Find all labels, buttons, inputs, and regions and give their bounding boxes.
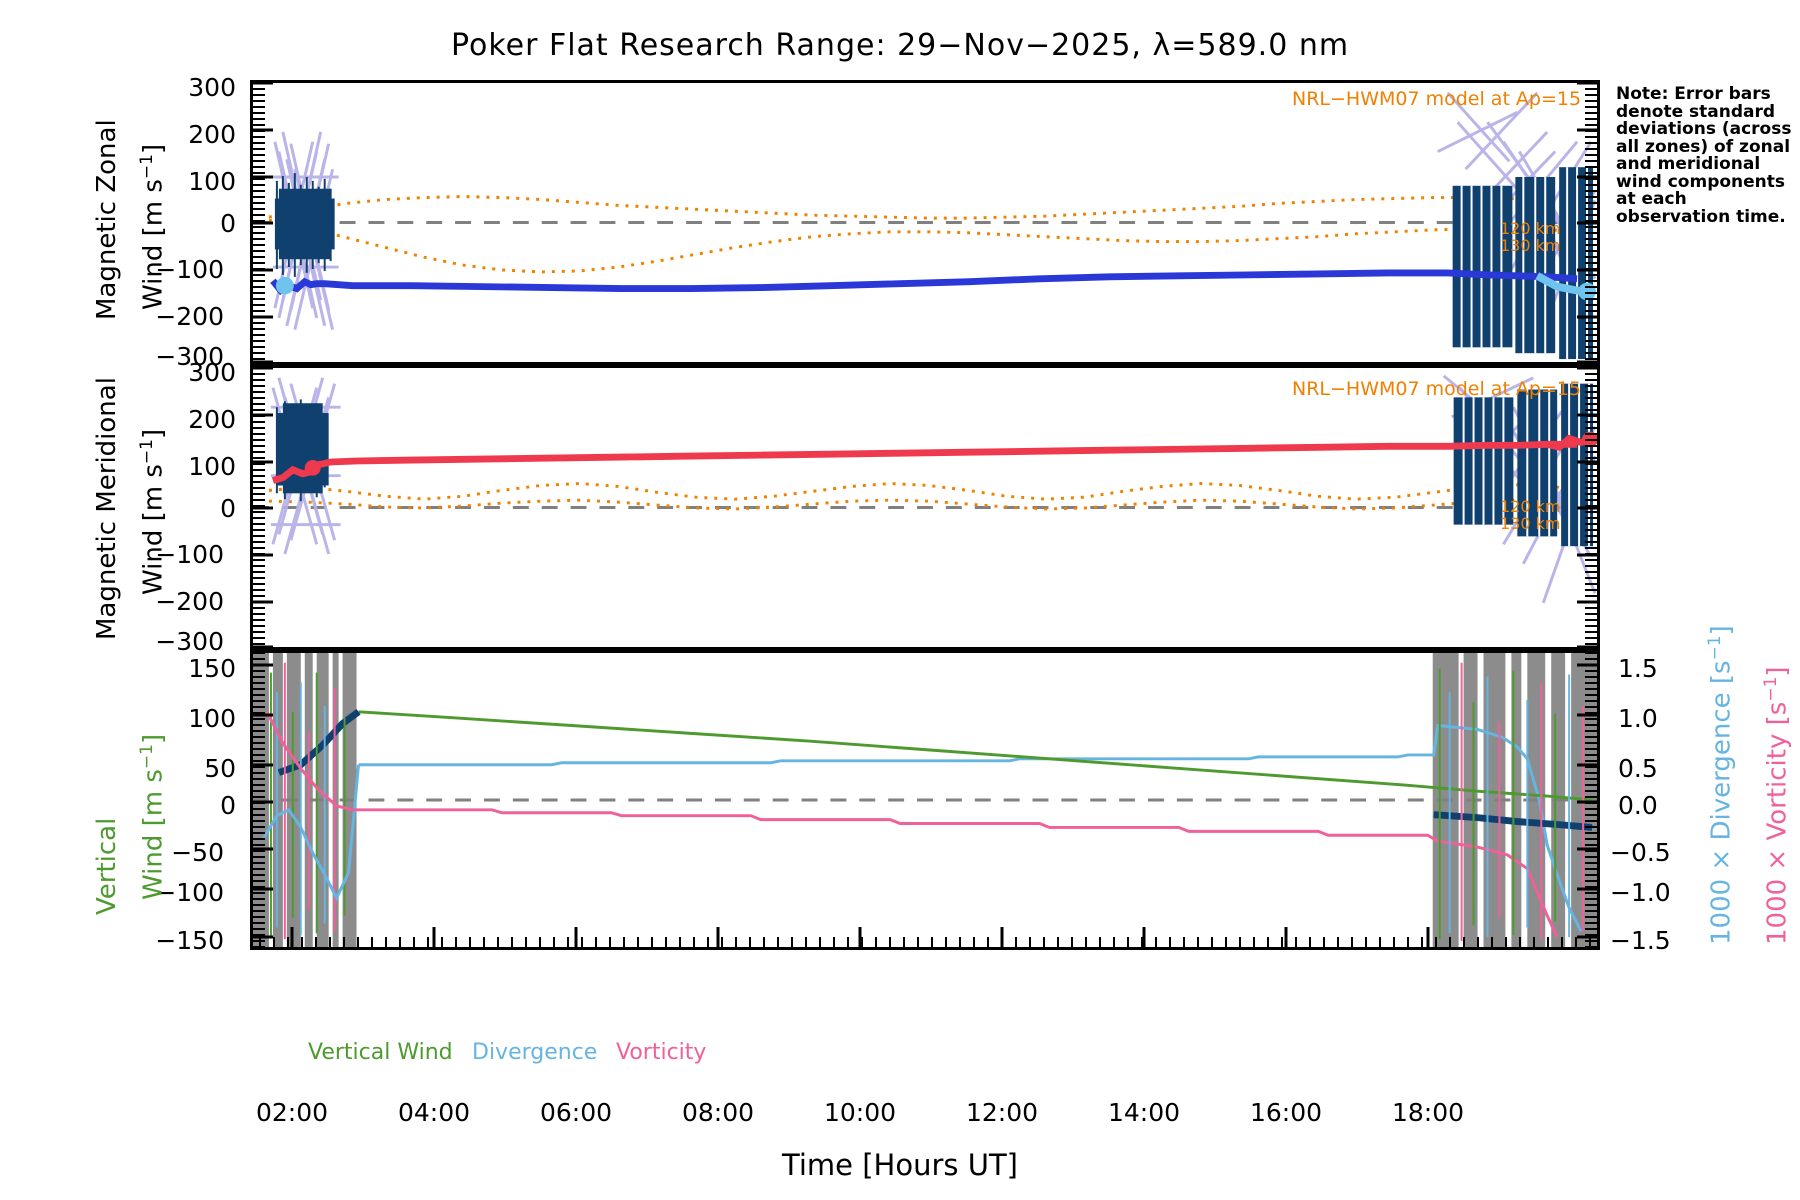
legend-item-divergence: Divergence [472,1040,598,1065]
vorticity-axis-bracket: ] [1762,666,1793,677]
panel2-ytick-100: 100 [188,452,236,481]
vorticity-line [358,808,1559,938]
panel2-hwm07-annotation: NRL−HWM07 model at Ap=15 [1292,378,1582,400]
meridional-start-marker [304,460,321,476]
panel1-alt-130km-label: 130 km [1500,236,1561,255]
error-bar-ticks-left [275,399,326,502]
error-bar-note: Note: Error bars denote standard deviati… [1616,84,1792,227]
panel3-ylabel-text: Vertical [92,817,122,915]
panel2-ylabel-line1: Magnetic Meridional [92,377,122,640]
panel3-right-ylabel-vorticity: 1000 × Vorticity [s−1] [1756,666,1793,945]
panel3-ytick-m50: −50 [171,838,224,867]
divergence-axis-bracket: ] [1706,625,1737,636]
hwm07-130km-curve [268,498,1590,511]
panel3-yunit-exponent: −1 [137,744,157,770]
panel1-ylabel-line2: Wind [m s−1] [132,144,169,310]
panel3-right-ylabel-divergence: 1000 × Divergence [s−1] [1700,625,1737,945]
vorticity-axis-text: 1000 × Vorticity [s [1762,701,1793,945]
panel3-yunit-bracket: ] [138,733,169,745]
divergence-left-spike [261,764,361,902]
panel3-ytick-100: 100 [188,704,236,733]
vorticity-axis-exponent: −1 [1761,676,1781,702]
panel-magnetic-meridional-wind [250,365,1600,650]
page-title: Poker Flat Research Range: 29−Nov−2025, … [450,28,1350,63]
panel3-ylabel-line1: Vertical [92,818,122,915]
panel1-ytick-m200: −200 [155,302,224,331]
legend-item-vertical-wind: Vertical Wind [308,1040,453,1065]
xtick-0200: 02:00 [255,1098,329,1127]
panel3-right-ytick-0p5: 0.5 [1618,754,1658,783]
panel2-ylabel-line2: Wind [m s−1] [132,429,169,595]
panel2-alt-120km-label: 120 km [1500,497,1561,516]
magnetic-zonal-wind-line [270,269,1578,296]
panel2-ytick-200: 200 [188,405,236,434]
hwm07-120km-curve [268,195,1590,220]
panel2-ytick-m100: −100 [155,540,224,569]
panel3-right-ytick-1p0: 1.0 [1618,704,1658,733]
xtick-1800: 18:00 [1391,1098,1465,1127]
panel3-plot-area [253,653,1597,947]
panel2-ytick-m200: −200 [155,587,224,616]
panel1-ytick-100: 100 [188,167,236,196]
xtick-1600: 16:00 [1249,1098,1323,1127]
panel1-ylabel-text: Magnetic Zonal [92,119,122,320]
xtick-0600: 06:00 [539,1098,613,1127]
hwm07-130km-curve [268,218,1590,274]
panel3-yunit-text: Wind [m s [138,769,169,900]
xtick-1400: 14:00 [1107,1098,1181,1127]
panel1-hwm07-annotation: NRL−HWM07 model at Ap=15 [1292,88,1582,110]
panel2-ytick-300: 300 [188,358,236,387]
vorticity-left-spike [265,711,359,812]
panel3-right-ytick-m0p5: −0.5 [1610,838,1671,867]
xtick-1200: 12:00 [965,1098,1039,1127]
panel2-ytick-0: 0 [220,494,236,523]
panel3-right-ytick-m1p0: −1.0 [1610,878,1671,907]
vertical-wind-line [358,710,1593,802]
panel2-alt-130km-label: 130 km [1500,514,1561,533]
magnetic-meridional-wind-line [271,440,1578,484]
right-data-window-traces [1438,662,1585,942]
panel3-ytick-50: 50 [204,754,236,783]
panel-vertical-wind-divergence-vorticity [250,650,1600,950]
divergence-axis-text: 1000 × Divergence [s [1706,660,1737,945]
panel1-plot-area [253,91,1597,360]
panel3-ytick-m150: −150 [155,926,224,955]
panel1-ytick-200: 200 [188,120,236,149]
panel1-ylabel-line1: Magnetic Zonal [92,119,122,320]
legend-item-vorticity: Vorticity [616,1040,707,1065]
panel1-alt-120km-label: 120 km [1500,219,1561,238]
zonal-end-marker [1578,282,1597,301]
error-bar-ticks-left [275,173,332,277]
panel3-right-ytick-1p5: 1.5 [1618,654,1658,683]
xtick-0800: 08:00 [681,1098,755,1127]
zonal-start-marker [275,276,294,295]
x-axis-title: Time [Hours UT] [782,1148,1018,1182]
panel2-plot-area [253,374,1597,604]
panel2-yunit-bracket: ] [138,428,169,440]
hwm07-120km-curve [268,482,1590,501]
panel3-ytick-m100: −100 [155,878,224,907]
panel-magnetic-zonal-wind [250,80,1600,365]
divergence-line [358,723,1583,932]
panel1-ytick-m100: −100 [155,255,224,284]
panel2-yunit-exponent: −1 [137,439,157,465]
panel2-ytick-m300: −300 [155,627,224,656]
xtick-0400: 04:00 [397,1098,471,1127]
panel3-right-ytick-0p0: 0.0 [1618,791,1658,820]
panel3-right-ytick-m1p5: −1.5 [1610,926,1671,955]
panel2-ylabel-text: Magnetic Meridional [92,377,122,640]
panel2-yunit-text: Wind [m s [138,464,169,595]
xtick-1000: 10:00 [823,1098,897,1127]
panel3-ytick-0: 0 [220,791,236,820]
divergence-axis-exponent: −1 [1705,635,1725,661]
panel3-ytick-150: 150 [188,654,236,683]
panel1-yunit-exponent: −1 [137,154,157,180]
panel1-yunit-text: Wind [m s [138,179,169,310]
panel1-ytick-m300: −300 [155,342,224,371]
panel1-ytick-0: 0 [220,209,236,238]
panel1-ytick-300: 300 [188,73,236,102]
panel3-ylabel-line2: Wind [m s−1] [132,734,169,900]
error-bar-ticks-right [1462,383,1591,547]
panel1-yunit-bracket: ] [138,143,169,155]
